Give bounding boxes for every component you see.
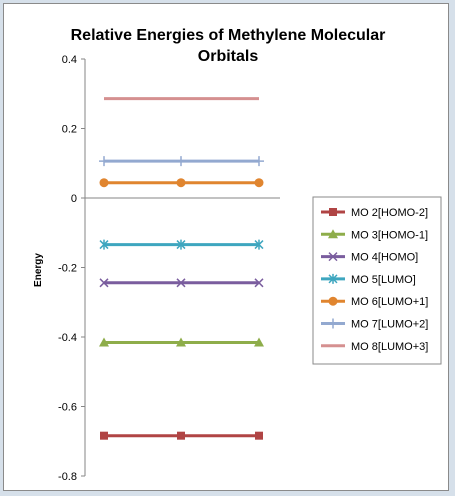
series-2 — [99, 337, 264, 347]
series-5 — [99, 178, 264, 188]
legend-item[interactable]: MO 7[LUMO+2] — [321, 318, 428, 331]
legend-item[interactable]: MO 4[HOMO] — [321, 252, 418, 264]
y-tick-label: 0.4 — [62, 54, 77, 66]
legend-item[interactable]: MO 6[LUMO+1] — [321, 296, 428, 308]
legend-item[interactable]: MO 3[HOMO-1] — [321, 229, 428, 241]
data-point[interactable] — [329, 208, 337, 216]
y-tick-label: -0.8 — [58, 471, 77, 483]
data-point[interactable] — [99, 337, 109, 347]
legend-item[interactable]: MO 8[LUMO+3] — [321, 341, 428, 353]
data-point[interactable] — [176, 156, 186, 167]
legend-item[interactable]: MO 5[LUMO] — [321, 274, 416, 286]
data-point[interactable] — [99, 239, 109, 250]
series-1 — [100, 431, 263, 440]
data-point[interactable] — [328, 318, 338, 329]
y-axis-title: Energy — [33, 253, 44, 287]
legend-label: MO 6[LUMO+1] — [351, 296, 428, 308]
y-tick-label: 0 — [71, 193, 77, 205]
chart-title-line-2: Orbitals — [198, 48, 259, 65]
data-point[interactable] — [176, 337, 186, 347]
data-point[interactable] — [176, 178, 186, 188]
chart-area[interactable]: Relative Energies of Methylene Molecular… — [3, 3, 449, 491]
chart-title-line-1: Relative Energies of Methylene Molecular — [71, 27, 386, 44]
legend-label: MO 2[HOMO-2] — [351, 207, 428, 219]
legend-label: MO 4[HOMO] — [351, 252, 418, 264]
legend-item[interactable]: MO 2[HOMO-2] — [321, 207, 428, 219]
legend-label: MO 3[HOMO-1] — [351, 229, 428, 241]
legend-label: MO 5[LUMO] — [351, 274, 416, 286]
data-point[interactable] — [254, 239, 264, 250]
plot-series — [99, 97, 264, 440]
data-point[interactable] — [176, 239, 186, 250]
data-point[interactable] — [99, 156, 109, 167]
y-tick-label: -0.2 — [58, 263, 77, 275]
y-axis: 0.4 0.2 0 -0.2 -0.4 -0.6 -0.8 — [58, 54, 280, 483]
data-point[interactable] — [99, 278, 109, 288]
y-tick-label: 0.2 — [62, 124, 77, 136]
data-point[interactable] — [254, 156, 264, 167]
data-point[interactable] — [255, 431, 263, 440]
series-6 — [99, 156, 264, 167]
data-point[interactable] — [254, 178, 264, 188]
series-4 — [99, 239, 264, 250]
data-point[interactable] — [328, 273, 338, 284]
data-point[interactable] — [328, 252, 338, 262]
data-point[interactable] — [177, 431, 185, 440]
data-point[interactable] — [254, 337, 264, 347]
data-point[interactable] — [328, 229, 338, 239]
y-tick-label: -0.6 — [58, 402, 77, 414]
y-tick-label: -0.4 — [58, 332, 77, 344]
series-3 — [99, 278, 264, 288]
chart-svg: Relative Energies of Methylene Molecular… — [33, 27, 442, 483]
data-point[interactable] — [328, 296, 338, 306]
data-point[interactable] — [99, 178, 109, 188]
data-point[interactable] — [100, 431, 108, 440]
data-point[interactable] — [254, 278, 264, 288]
legend: MO 2[HOMO-2] MO 3[HOMO-1] MO 4[HOMO] MO 5[L… — [321, 207, 428, 353]
legend-label: MO 8[LUMO+3] — [351, 341, 428, 353]
data-point[interactable] — [176, 278, 186, 288]
legend-label: MO 7[LUMO+2] — [351, 319, 428, 331]
